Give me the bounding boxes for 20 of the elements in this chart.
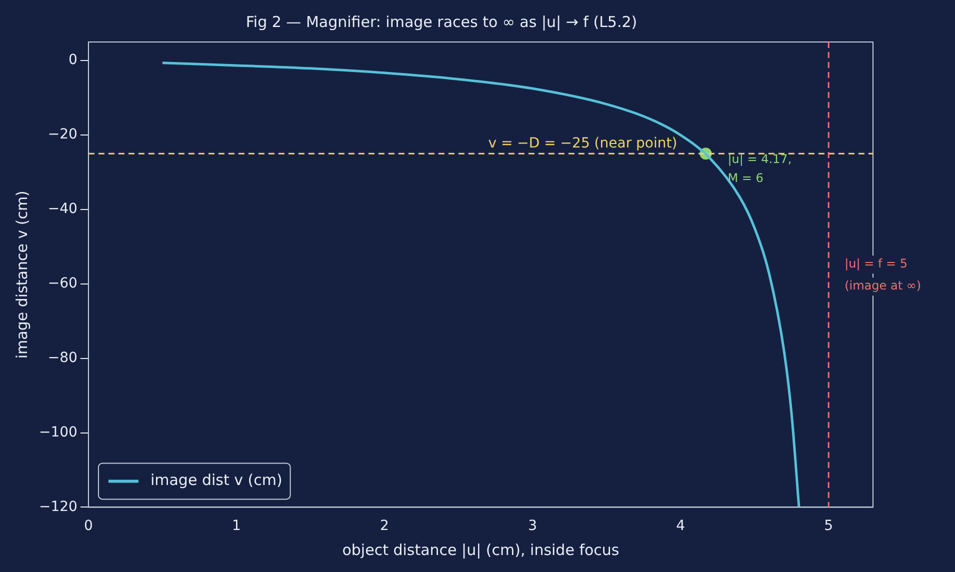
legend-label: image dist v (cm) xyxy=(150,471,282,490)
x-tick-label: 3 xyxy=(528,518,537,534)
x-axis-title: object distance |u| (cm), inside focus xyxy=(342,540,620,559)
annotation: |u| = 4.17, M = 6 xyxy=(728,152,792,185)
y-tick-label: −60 xyxy=(48,276,78,292)
y-tick-label: −80 xyxy=(48,350,78,366)
ref-line-label: |u| = f = 5 (image at ∞) xyxy=(844,256,922,293)
y-tick-label: 0 xyxy=(68,52,78,68)
x-tick-label: 5 xyxy=(824,518,834,534)
ref-line-label: v = −D = −25 (near point) xyxy=(488,135,678,152)
y-axis-title: image distance v (cm) xyxy=(12,190,31,359)
x-tick-label: 1 xyxy=(232,518,241,534)
y-tick-label: −120 xyxy=(39,498,78,515)
y-tick-label: −40 xyxy=(48,201,78,218)
x-tick-label: 0 xyxy=(84,518,93,534)
chart-title: Fig 2 — Magnifier: image races to ∞ as |u| → f (L5.2) xyxy=(246,12,638,31)
x-tick-label: 4 xyxy=(676,518,686,534)
y-tick-label: −100 xyxy=(39,424,78,440)
x-tick-label: 2 xyxy=(380,518,389,534)
y-tick-label: −20 xyxy=(48,126,78,143)
